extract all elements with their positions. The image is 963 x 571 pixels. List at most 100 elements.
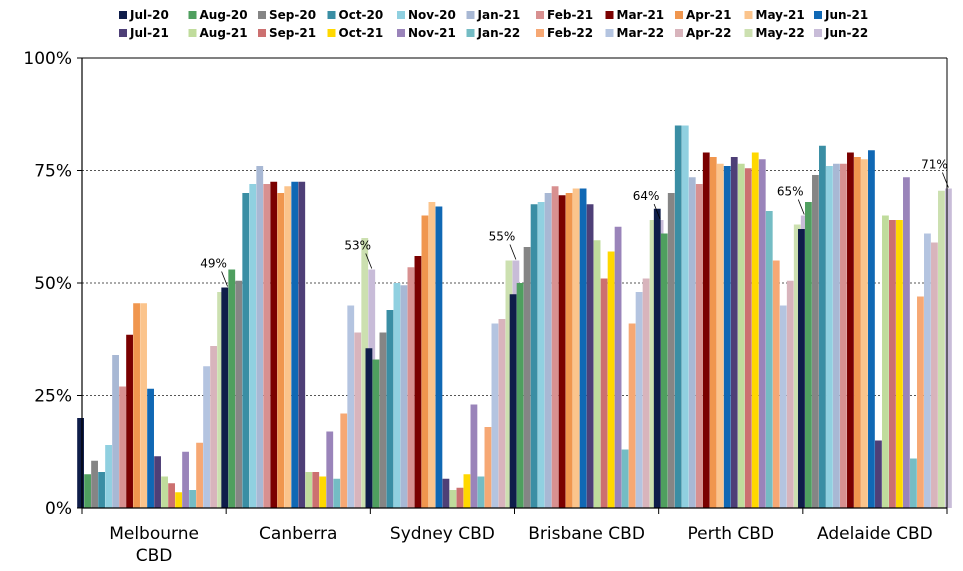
bar-brisbane-cbd-may-22 xyxy=(649,220,657,508)
bar-perth-cbd-jul-21 xyxy=(730,157,738,508)
legend-label-feb-21: Feb-21 xyxy=(547,8,593,22)
bar-sydney-cbd-apr-21 xyxy=(421,215,429,508)
bar-adelaide-cbd-sep-20 xyxy=(812,175,819,508)
bar-brisbane-cbd-apr-22 xyxy=(642,278,650,508)
bar-adelaide-cbd-may-22 xyxy=(938,190,945,508)
bar-perth-cbd-jan-21 xyxy=(688,177,696,508)
bar-perth-cbd-jul-20 xyxy=(653,208,661,508)
bar-sydney-cbd-jan-22 xyxy=(477,476,485,508)
bar-brisbane-cbd-jul-20 xyxy=(509,294,517,508)
bar-canberra-may-22 xyxy=(361,238,369,508)
bar-sydney-cbd-jul-21 xyxy=(442,478,450,508)
bar-canberra-sep-21 xyxy=(312,472,320,508)
legend-label-mar-21: Mar-21 xyxy=(617,8,665,22)
bar-adelaide-cbd-nov-21 xyxy=(903,177,910,508)
legend-swatch-nov-20 xyxy=(397,11,405,19)
bar-sydney-cbd-oct-21 xyxy=(463,474,471,508)
bar-perth-cbd-mar-22 xyxy=(779,305,787,508)
bar-melbourne-cbd-sep-21 xyxy=(168,483,175,508)
bar-sydney-cbd-sep-21 xyxy=(456,487,464,508)
category-labels: Melbourne CBD Canberra Sydney CBD Brisbane C… xyxy=(109,524,933,566)
legend-swatch-aug-20 xyxy=(188,11,197,19)
bar-melbourne-cbd-aug-20 xyxy=(84,474,91,508)
bar-melbourne-cbd-jun-21 xyxy=(147,388,154,508)
bar-sydney-cbd-may-22 xyxy=(505,260,513,508)
legend-label-aug-21: Aug-21 xyxy=(200,26,248,40)
annotation-canberra: 53% xyxy=(344,239,371,253)
bar-adelaide-cbd-oct-21 xyxy=(896,220,903,508)
bar-sydney-cbd-nov-20 xyxy=(393,283,401,508)
bar-melbourne-cbd-oct-20 xyxy=(98,472,105,508)
bar-canberra-mar-22 xyxy=(347,305,355,508)
annotation-melbourne-cbd: 49% xyxy=(200,257,227,271)
annotation-leader-brisbane-cbd xyxy=(653,203,661,220)
bar-melbourne-cbd-mar-21 xyxy=(126,334,133,508)
category-label-adelaide-cbd: Adelaide CBD xyxy=(817,524,933,544)
bar-brisbane-cbd-apr-21 xyxy=(565,193,573,508)
bar-brisbane-cbd-oct-21 xyxy=(607,251,615,508)
legend-label-may-22: May-22 xyxy=(756,26,805,40)
legend-swatch-nov-21 xyxy=(397,29,405,37)
annotations: 49% 53% 55% 64% 65% 71% xyxy=(200,158,949,287)
bar-melbourne-cbd-jan-22 xyxy=(189,490,196,508)
bar-canberra-oct-20 xyxy=(242,193,250,508)
bar-perth-cbd-nov-20 xyxy=(681,125,689,508)
legend-swatch-may-22 xyxy=(744,29,753,37)
bar-adelaide-cbd-jul-21 xyxy=(875,440,882,508)
bar-melbourne-cbd-jul-21 xyxy=(154,456,161,508)
bar-perth-cbd-jan-22 xyxy=(765,211,773,508)
bar-canberra-jan-21 xyxy=(256,166,264,508)
bar-sydney-cbd-oct-20 xyxy=(386,310,394,508)
legend-swatch-apr-21 xyxy=(675,11,683,19)
legend-label-apr-22: Apr-22 xyxy=(686,26,731,40)
annotation-sydney-cbd: 55% xyxy=(489,230,516,244)
category-label-perth-cbd: Perth CBD xyxy=(687,524,774,544)
legend-label-oct-20: Oct-20 xyxy=(339,8,384,22)
bar-canberra-nov-21 xyxy=(326,431,334,508)
bar-melbourne-cbd-feb-21 xyxy=(119,386,126,508)
bar-perth-cbd-feb-21 xyxy=(695,184,703,508)
legend-label-jun-21: Jun-21 xyxy=(824,8,868,22)
bar-perth-cbd-apr-22 xyxy=(786,280,794,508)
annotation-leader-canberra xyxy=(365,253,373,269)
bar-brisbane-cbd-jul-21 xyxy=(586,204,594,508)
legend-swatch-jul-21 xyxy=(119,29,127,37)
legend-swatch-mar-22 xyxy=(605,29,614,37)
bar-brisbane-cbd-sep-21 xyxy=(600,278,608,508)
category-label-canberra: Canberra xyxy=(259,524,337,544)
bar-melbourne-cbd-sep-20 xyxy=(91,460,98,508)
legend-label-jan-21: Jan-21 xyxy=(477,8,521,22)
bar-perth-cbd-oct-21 xyxy=(751,152,759,508)
bar-canberra-jun-21 xyxy=(291,181,299,508)
bar-melbourne-cbd-may-21 xyxy=(140,303,147,508)
bar-brisbane-cbd-feb-22 xyxy=(628,323,636,508)
annotation-leader-adelaide-cbd xyxy=(942,172,949,188)
bar-perth-cbd-oct-20 xyxy=(674,125,682,508)
category-label-sydney-cbd: Sydney CBD xyxy=(390,524,495,544)
bar-canberra-apr-21 xyxy=(277,193,285,508)
bar-perth-cbd-may-21 xyxy=(716,163,724,508)
legend-label-oct-21: Oct-21 xyxy=(339,26,384,40)
legend-label-apr-21: Apr-21 xyxy=(686,8,731,22)
legend-label-sep-20: Sep-20 xyxy=(269,8,316,22)
legend-swatch-sep-20 xyxy=(258,11,266,19)
bar-adelaide-cbd-oct-20 xyxy=(819,145,826,508)
bar-sydney-cbd-feb-21 xyxy=(407,267,415,508)
bar-adelaide-cbd-feb-21 xyxy=(840,163,847,508)
legend-label-nov-21: Nov-21 xyxy=(408,26,456,40)
legend-label-jan-22: Jan-22 xyxy=(477,26,521,40)
bar-canberra-oct-21 xyxy=(319,476,327,508)
bar-adelaide-cbd-jun-21 xyxy=(868,150,875,508)
bar-canberra-nov-20 xyxy=(249,184,257,508)
bar-perth-cbd-mar-21 xyxy=(702,152,710,508)
legend-swatch-apr-22 xyxy=(675,29,683,37)
legend-label-sep-21: Sep-21 xyxy=(269,26,316,40)
bar-sydney-cbd-nov-21 xyxy=(470,404,478,508)
bar-canberra-aug-21 xyxy=(305,472,313,508)
bar-melbourne-cbd-jul-20 xyxy=(77,418,84,508)
bar-perth-cbd-aug-20 xyxy=(660,233,668,508)
bar-brisbane-cbd-sep-20 xyxy=(523,247,531,508)
bar-sydney-cbd-aug-20 xyxy=(372,359,380,508)
legend-label-mar-22: Mar-22 xyxy=(617,26,665,40)
bar-adelaide-cbd-sep-21 xyxy=(889,220,896,508)
